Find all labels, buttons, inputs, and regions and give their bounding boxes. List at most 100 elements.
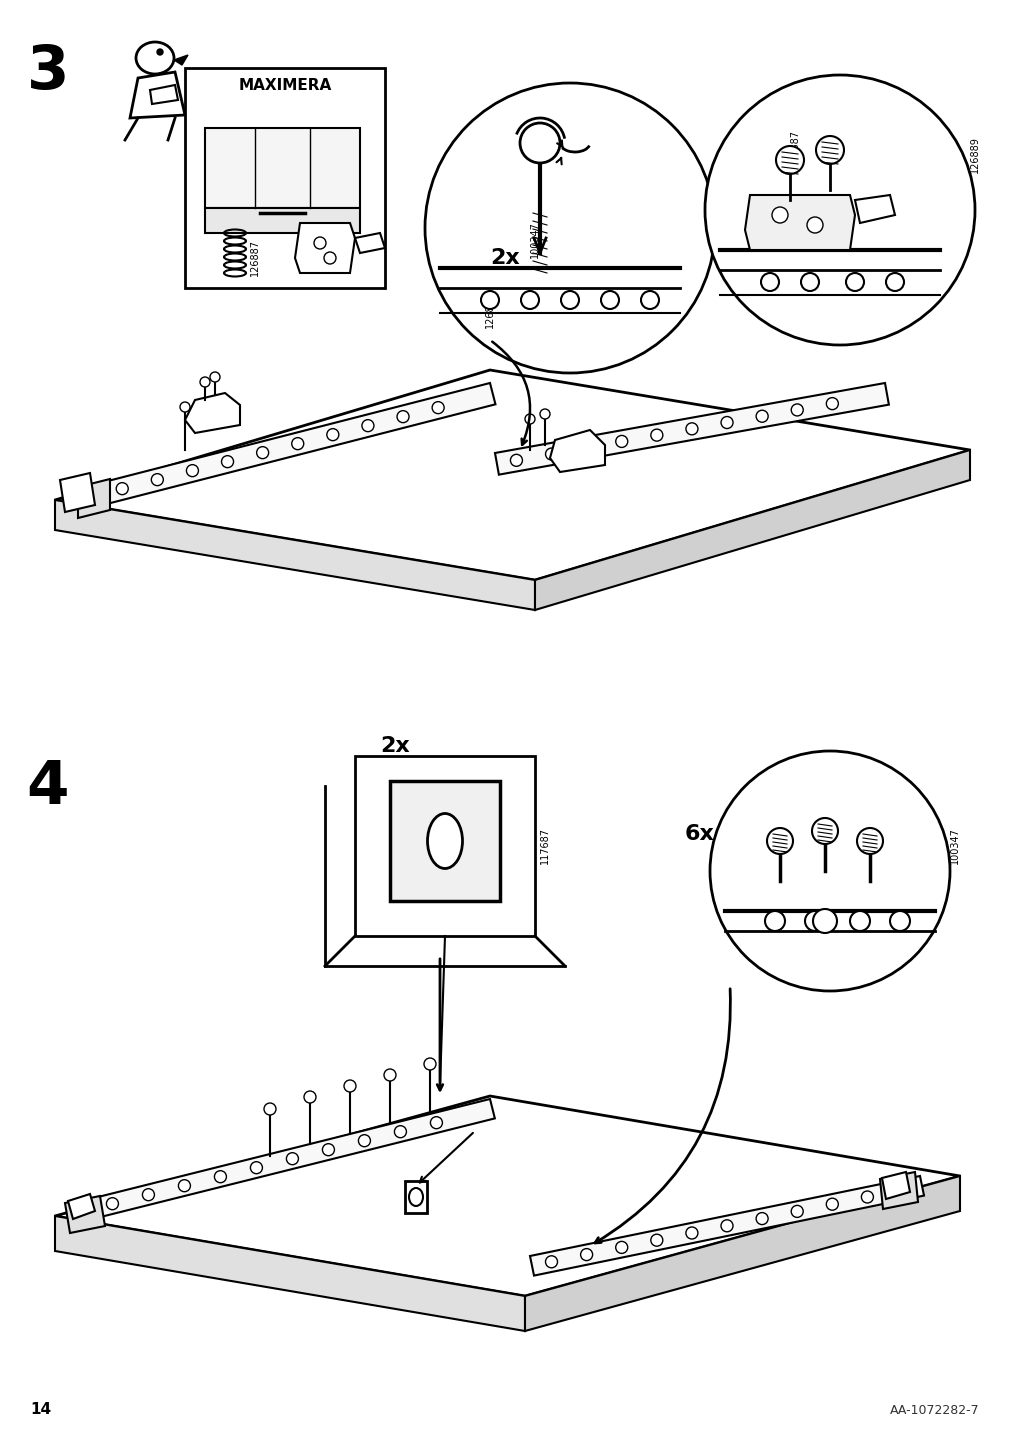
Circle shape — [257, 447, 268, 458]
Polygon shape — [150, 84, 178, 105]
Bar — [404, 1181, 427, 1213]
Circle shape — [545, 1256, 557, 1267]
Polygon shape — [882, 1171, 909, 1199]
Circle shape — [520, 123, 559, 163]
Text: 126889: 126889 — [969, 136, 979, 173]
Circle shape — [210, 372, 219, 382]
Polygon shape — [129, 72, 185, 117]
Circle shape — [152, 474, 163, 485]
Circle shape — [615, 1242, 627, 1253]
Circle shape — [157, 49, 163, 54]
Circle shape — [849, 911, 869, 931]
Circle shape — [720, 417, 732, 428]
Circle shape — [860, 1191, 872, 1203]
Bar — [185, 67, 384, 288]
Circle shape — [424, 1058, 436, 1070]
Circle shape — [344, 1080, 356, 1093]
Text: 3: 3 — [26, 43, 69, 102]
Circle shape — [720, 1220, 732, 1232]
Polygon shape — [389, 780, 499, 901]
Circle shape — [200, 377, 210, 387]
Polygon shape — [530, 1176, 923, 1276]
Circle shape — [760, 274, 778, 291]
Circle shape — [801, 274, 818, 291]
Circle shape — [525, 414, 535, 424]
Circle shape — [143, 1189, 155, 1200]
Polygon shape — [494, 382, 888, 474]
Polygon shape — [205, 208, 360, 233]
Text: 2x: 2x — [489, 248, 520, 268]
Circle shape — [685, 1227, 698, 1239]
Text: 14: 14 — [30, 1402, 52, 1418]
Circle shape — [755, 1213, 767, 1224]
Circle shape — [394, 1126, 406, 1137]
Polygon shape — [295, 223, 355, 274]
Circle shape — [291, 438, 303, 450]
Circle shape — [106, 1197, 118, 1210]
Bar — [355, 756, 535, 937]
Circle shape — [358, 1134, 370, 1147]
Polygon shape — [185, 392, 240, 432]
Circle shape — [601, 291, 619, 309]
Text: AA-1072282-7: AA-1072282-7 — [890, 1403, 979, 1416]
Polygon shape — [55, 1095, 959, 1296]
Circle shape — [186, 464, 198, 477]
Circle shape — [430, 1117, 442, 1128]
Circle shape — [116, 483, 128, 494]
Circle shape — [250, 1161, 262, 1174]
Ellipse shape — [408, 1189, 423, 1206]
Circle shape — [826, 1199, 837, 1210]
Text: 100347: 100347 — [530, 222, 540, 258]
Circle shape — [811, 818, 837, 843]
Ellipse shape — [135, 42, 174, 74]
Circle shape — [521, 291, 539, 309]
Circle shape — [432, 401, 444, 414]
Text: 2x: 2x — [380, 736, 409, 756]
Polygon shape — [205, 127, 360, 208]
Circle shape — [885, 274, 903, 291]
Circle shape — [580, 1249, 592, 1260]
Circle shape — [705, 74, 974, 345]
Circle shape — [178, 1180, 190, 1191]
Circle shape — [324, 252, 336, 263]
Circle shape — [327, 428, 339, 441]
Circle shape — [425, 83, 715, 372]
Text: 4: 4 — [26, 759, 69, 818]
Circle shape — [313, 238, 326, 249]
Text: 126889: 126889 — [474, 196, 484, 233]
Circle shape — [791, 1206, 803, 1217]
Circle shape — [771, 208, 788, 223]
Circle shape — [180, 402, 190, 412]
Polygon shape — [90, 1098, 494, 1219]
Circle shape — [889, 911, 909, 931]
Circle shape — [791, 404, 803, 415]
Polygon shape — [55, 369, 969, 580]
Polygon shape — [535, 450, 969, 610]
Circle shape — [264, 1103, 276, 1116]
Circle shape — [755, 410, 767, 422]
Circle shape — [804, 911, 824, 931]
Text: MAXIMERA: MAXIMERA — [239, 79, 332, 93]
Circle shape — [685, 422, 698, 435]
Circle shape — [214, 1171, 226, 1183]
Circle shape — [766, 828, 793, 853]
Circle shape — [362, 420, 373, 431]
Polygon shape — [55, 1216, 525, 1330]
Circle shape — [540, 410, 549, 420]
Circle shape — [560, 291, 578, 309]
Text: 126887: 126887 — [250, 239, 260, 276]
Polygon shape — [880, 1171, 917, 1209]
Polygon shape — [78, 478, 110, 518]
Circle shape — [221, 455, 234, 468]
Ellipse shape — [427, 813, 462, 868]
Circle shape — [845, 274, 863, 291]
Circle shape — [510, 454, 522, 467]
Circle shape — [764, 911, 785, 931]
Circle shape — [480, 291, 498, 309]
Text: 6x: 6x — [684, 823, 714, 843]
Circle shape — [323, 1144, 334, 1156]
Text: 126887: 126887 — [790, 129, 800, 166]
Text: 100347: 100347 — [949, 828, 959, 865]
Polygon shape — [60, 473, 95, 513]
Circle shape — [640, 291, 658, 309]
